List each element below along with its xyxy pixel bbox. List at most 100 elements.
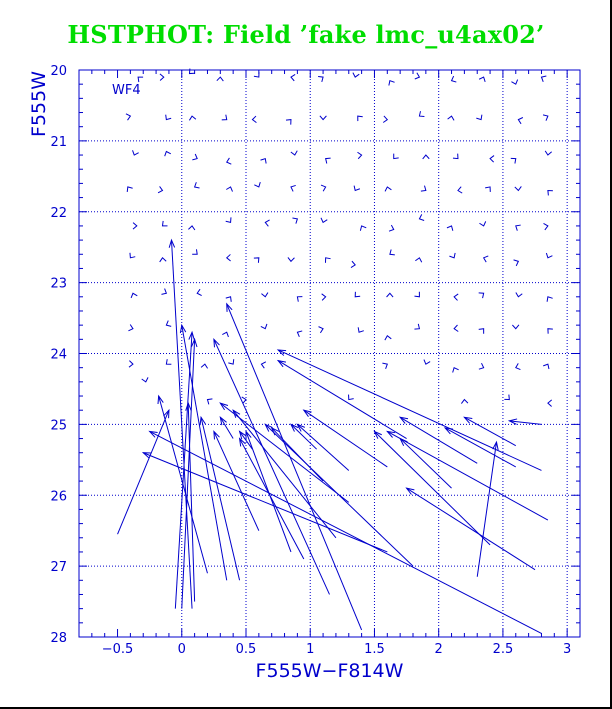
vector-arrowhead <box>373 430 382 439</box>
flag-marker <box>478 292 485 299</box>
flag-marker <box>161 288 168 295</box>
vector-arrowhead <box>238 437 246 447</box>
vector-arrowhead <box>270 426 280 436</box>
flag-marker <box>132 222 138 230</box>
vector-arrowhead <box>289 423 299 432</box>
flag-marker <box>192 249 198 255</box>
vector-line <box>213 431 260 531</box>
vector-arrowhead <box>219 402 229 411</box>
flag-marker <box>517 117 524 125</box>
flag-marker <box>511 79 519 85</box>
vector-arrowhead <box>185 401 192 411</box>
vector-arrowhead <box>296 423 305 432</box>
vector-line <box>213 339 330 595</box>
flag-marker <box>318 75 324 83</box>
flag-marker <box>221 114 228 121</box>
flag-marker <box>353 185 361 192</box>
flag-marker <box>225 254 231 262</box>
flag-marker <box>384 335 392 341</box>
flag-marker <box>290 184 296 192</box>
flag-marker <box>478 362 485 370</box>
flag-marker <box>157 186 164 194</box>
flag-marker <box>253 72 260 78</box>
flag-marker <box>452 366 459 373</box>
flag-marker <box>285 119 292 125</box>
flag-marker <box>216 76 224 82</box>
y-tick-label: 28 <box>50 631 67 646</box>
vector-line <box>277 349 542 471</box>
vector-line <box>239 438 305 560</box>
flag-marker <box>226 186 233 192</box>
vector-line <box>245 431 292 553</box>
flag-marker <box>222 331 229 338</box>
x-tick-label: 0 <box>178 642 186 657</box>
flag-marker <box>514 186 522 192</box>
axis-ticks: −0.5 0 0.5 1 1.5 2 2.5 3 20 21 22 23 24 25 26 27 28 <box>50 64 581 657</box>
vector-arrowhead <box>492 440 499 451</box>
flag-marker <box>354 291 361 298</box>
flag-marker <box>415 257 423 263</box>
flag-marker <box>318 326 324 334</box>
vector-line <box>271 427 324 482</box>
flag-marker <box>388 224 395 232</box>
flag-marker <box>542 114 549 121</box>
vector-line <box>158 395 208 574</box>
flag-marker <box>324 257 331 263</box>
flag-marker <box>420 185 427 192</box>
flag-marker <box>545 252 553 259</box>
flag-marker <box>515 363 521 370</box>
flag-marker <box>384 186 392 192</box>
flag-marker <box>193 182 200 189</box>
flag-marker <box>320 184 327 192</box>
flag-marker <box>126 186 133 192</box>
flag-marker <box>547 399 553 407</box>
vector-line <box>200 417 241 581</box>
flag-marker <box>141 377 149 383</box>
flag-marker <box>357 115 363 122</box>
vector-line <box>220 402 350 503</box>
flag-marker <box>357 151 363 160</box>
flag-marker <box>260 157 267 164</box>
flag-marker <box>547 189 553 196</box>
vector-line <box>399 416 478 464</box>
vector-arrowhead <box>276 359 287 368</box>
flag-marker <box>260 323 268 330</box>
flag-marker <box>292 217 299 224</box>
flag-marker <box>165 114 172 121</box>
y-axis-label: F555W <box>28 71 50 137</box>
vector-arrowhead <box>245 430 252 440</box>
x-tick-label: 1 <box>306 642 314 657</box>
flag-marker <box>130 292 138 299</box>
y-tick-label: 26 <box>50 489 67 504</box>
y-tick-label: 21 <box>50 135 67 150</box>
flag-marker <box>137 76 144 83</box>
flag-marker <box>482 255 489 263</box>
vector-arrowhead <box>276 349 287 356</box>
vector-line <box>219 417 234 439</box>
flag-marker <box>515 224 521 231</box>
vector-arrowhead <box>219 416 227 426</box>
flag-marker <box>225 217 232 223</box>
flag-marker <box>414 323 421 330</box>
flag-marker <box>165 320 172 327</box>
flag-marker <box>352 72 360 78</box>
flag-marker <box>296 296 303 302</box>
vector-line <box>187 403 196 602</box>
flag-marker <box>422 154 430 160</box>
flag-marker <box>418 214 425 221</box>
frame-right-border <box>610 0 612 709</box>
flag-marker <box>290 150 298 156</box>
x-tick-label: −0.5 <box>102 642 134 657</box>
flag-marker <box>547 328 553 334</box>
vector-arrowhead <box>399 437 408 446</box>
y-tick-label: 20 <box>50 64 67 79</box>
flag-marker <box>251 115 257 124</box>
flag-marker <box>128 360 134 368</box>
flag-marker <box>543 223 549 231</box>
flag-marker <box>423 359 431 365</box>
vector-line <box>174 332 193 609</box>
vector-arrowhead <box>226 302 233 312</box>
flag-marker <box>389 249 395 256</box>
vector-arrowhead <box>157 394 164 405</box>
flag-marker <box>418 111 425 117</box>
